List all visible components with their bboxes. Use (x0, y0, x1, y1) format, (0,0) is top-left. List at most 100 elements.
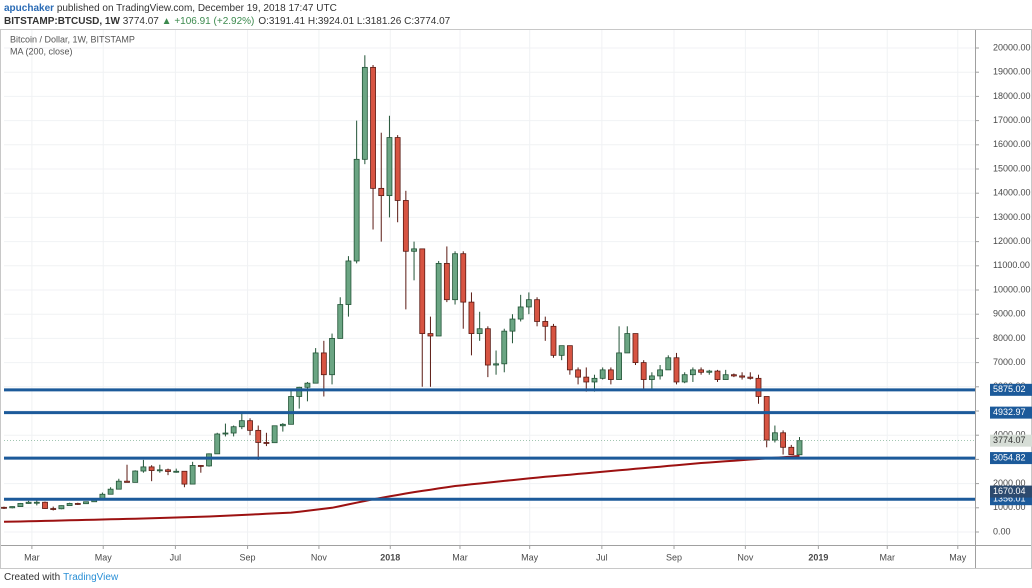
candle-body (247, 420, 253, 431)
level-label: 3054.82 (993, 452, 1026, 462)
candle-body (361, 66, 368, 160)
x-tick-label: May (949, 552, 967, 562)
candle-body (271, 425, 278, 444)
candle-body (345, 260, 352, 305)
x-tick-label: 2019 (808, 552, 828, 562)
candle-body (230, 426, 237, 434)
brand[interactable]: TradingView (63, 572, 119, 583)
change: ▲ +106.91 (+2.92%) (161, 16, 255, 27)
candle-body (411, 248, 417, 252)
ohlc-high: H:3924.01 (307, 16, 355, 27)
candle-body (386, 137, 393, 197)
candle-body (42, 501, 48, 509)
candle-body (296, 386, 303, 397)
candle-body (66, 503, 73, 507)
candle-body (370, 66, 376, 189)
level-label-box (990, 383, 1032, 396)
chart: 0.001000.002000.003000.004000.005000.006… (0, 29, 1032, 569)
candle-body (616, 352, 622, 380)
candle-body (9, 506, 16, 509)
symbol-line: BITSTAMP:BTCUSD, 1W 3774.07 ▲ +106.91 (+… (4, 15, 450, 28)
publish-line: apuchaker published on TradingView.com, … (4, 2, 450, 15)
candle-body (722, 374, 729, 380)
candle-body (443, 262, 450, 301)
candle-body (115, 480, 122, 490)
y-tick-label: 15000.00 (993, 163, 1031, 173)
y-tick-label: 4000.00 (993, 430, 1026, 440)
candle-body (476, 328, 483, 334)
candle-body (632, 333, 639, 364)
candle-body (58, 505, 65, 510)
candle-body (780, 432, 786, 448)
candle-body (648, 375, 655, 380)
candle-body (329, 338, 335, 376)
candle-body (402, 200, 409, 252)
candle-body (550, 325, 557, 356)
y-tick-label: 13000.00 (993, 212, 1031, 222)
candle-body (140, 466, 147, 472)
price-marker-label: 3774.07 (993, 435, 1026, 445)
candle-body (288, 396, 294, 425)
candle-body (747, 376, 754, 379)
candle-body (173, 470, 180, 473)
candle-body (337, 304, 344, 339)
x-tick-label: Jul (596, 552, 608, 562)
candle-body (222, 432, 229, 435)
author[interactable]: apuchaker (4, 3, 55, 14)
candle-body (558, 345, 565, 356)
y-tick-label: 12000.00 (993, 236, 1031, 246)
candle-body (771, 432, 778, 441)
candle-body (624, 333, 631, 354)
x-tick-label: Sep (240, 552, 256, 562)
candle-body (165, 469, 171, 472)
candle-body (689, 369, 696, 376)
candle-body (238, 420, 245, 428)
y-tick-label: 8000.00 (993, 333, 1026, 343)
candle-body (525, 299, 532, 308)
y-tick-label: 9000.00 (993, 309, 1026, 319)
candle-body (353, 158, 360, 262)
candle-body (74, 503, 81, 505)
symbol: BITSTAMP:BTCUSD, 1W (4, 16, 120, 27)
ohlc-open: O:3191.41 (258, 16, 306, 27)
chart-title: Bitcoin / Dollar, 1W, BITSTAMP (10, 34, 135, 44)
ohlc-low: L:3181.26 (356, 16, 402, 27)
candle-body (763, 396, 770, 441)
level-label: 5875.02 (993, 384, 1026, 394)
x-tick-label: Nov (311, 552, 328, 562)
marks (1, 55, 975, 523)
candle-body (83, 501, 89, 505)
last-price: 3774.07 (122, 16, 159, 27)
candle-body (312, 352, 319, 384)
candle-body (279, 423, 286, 427)
level-label-box (990, 452, 1032, 465)
candle-body (255, 429, 262, 443)
y-tick-label: 2000.00 (993, 478, 1026, 488)
candle-body (542, 321, 549, 327)
candle-body (484, 328, 491, 366)
footer: Created with TradingView (4, 572, 118, 583)
candle-body (427, 333, 434, 337)
y-tick-label: 7000.00 (993, 357, 1026, 367)
candle-body (132, 470, 139, 483)
y-tick-label: 16000.00 (993, 139, 1031, 149)
chart-frame (0, 29, 1032, 569)
y-tick-label: 14000.00 (993, 188, 1031, 198)
candle-body (124, 480, 130, 483)
level-label-box (990, 406, 1032, 419)
candle-body (419, 248, 426, 334)
candle-body (739, 375, 745, 378)
x-tick-label: Nov (737, 552, 754, 562)
ohlc-close: C:3774.07 (404, 16, 451, 27)
candle-body (517, 306, 524, 320)
candle-body (665, 357, 672, 371)
candle-body (730, 374, 737, 377)
y-tick-label: 19000.00 (993, 67, 1031, 77)
candle-body (673, 357, 680, 383)
candle-body (206, 453, 212, 467)
x-tick-label: Mar (24, 552, 40, 562)
ma-legend: MA (200, close) (10, 46, 73, 56)
candle-body (755, 377, 762, 397)
x-tick-label: May (95, 552, 113, 562)
